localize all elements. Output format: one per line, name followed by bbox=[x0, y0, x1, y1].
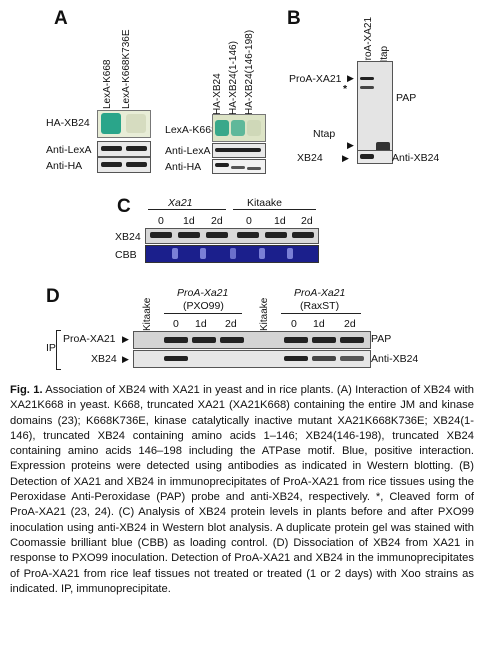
group-line bbox=[164, 313, 242, 314]
time-label: 1d bbox=[195, 318, 207, 330]
row-label-anti-lexa-right: Anti-LexA bbox=[165, 145, 211, 157]
col-label-kitaake-d2: Kitaake bbox=[259, 297, 270, 331]
group-line bbox=[148, 209, 226, 210]
yeast-spot-blue bbox=[101, 113, 121, 134]
probe-label-anti-xb24-d: Anti-XB24 bbox=[371, 353, 419, 365]
time-label: 0 bbox=[173, 318, 179, 330]
row-label-anti-ha-right: Anti-HA bbox=[165, 161, 202, 173]
blot-pap-d bbox=[133, 331, 371, 349]
arrow-icon: ▶ bbox=[122, 334, 129, 344]
time-label: 2d bbox=[211, 215, 223, 227]
row-label-anti-ha-left: Anti-HA bbox=[46, 160, 83, 172]
yeast-spot-white bbox=[126, 114, 146, 133]
time-label: 0 bbox=[246, 215, 252, 227]
panel-a-label: A bbox=[54, 8, 68, 29]
time-label: 1d bbox=[313, 318, 325, 330]
ip-bracket bbox=[56, 330, 61, 370]
row-label-proa-xa21-d: ProA-XA21 bbox=[63, 333, 116, 345]
probe-label-anti-xb24-b: Anti-XB24 bbox=[392, 152, 440, 164]
arrow-icon: ▶ bbox=[347, 140, 354, 150]
group-title-proa-xa21-raxst: ProA-Xa21 bbox=[294, 287, 346, 299]
blot-anti-xb24-d bbox=[133, 350, 371, 368]
panel-d-label: D bbox=[46, 286, 60, 307]
col-label-ha-xb24-146-198: HA-XB24(146-198) bbox=[244, 29, 255, 115]
time-label: 0 bbox=[158, 215, 164, 227]
ip-label: IP bbox=[46, 342, 56, 354]
group-label-xa21: Xa21 bbox=[168, 197, 193, 209]
blot-anti-xb24-b bbox=[357, 150, 393, 164]
arrow-icon: ▶ bbox=[347, 73, 354, 83]
group-line bbox=[281, 313, 361, 314]
blot-xb24-c bbox=[145, 228, 319, 244]
yeast-plate-left bbox=[97, 110, 151, 138]
arrow-icon: ▶ bbox=[342, 153, 349, 163]
group-title-proa-xa21-pxo99: ProA-Xa21 bbox=[177, 287, 229, 299]
row-label-xb24-d: XB24 bbox=[91, 353, 117, 365]
col-label-ha-xb24-1-146: HA-XB24(1-146) bbox=[228, 41, 239, 115]
figure-caption: Fig. 1. Association of XB24 with XA21 in… bbox=[10, 383, 474, 597]
col-label-ha-xb24: HA-XB24 bbox=[212, 73, 223, 115]
time-label: 1d bbox=[274, 215, 286, 227]
caption-title: Fig. 1. bbox=[10, 384, 43, 396]
panel-b-label: B bbox=[287, 8, 301, 29]
col-label-lexa-k668-k736e: LexA-K668K736E bbox=[121, 29, 132, 109]
row-label-ha-xb24: HA-XB24 bbox=[46, 117, 90, 129]
row-label-xb24-c: XB24 bbox=[115, 231, 141, 243]
col-label-lexa-k668: LexA-K668 bbox=[102, 59, 113, 109]
time-label: 1d bbox=[183, 215, 195, 227]
time-label: 2d bbox=[344, 318, 356, 330]
blot-anti-lexa-left bbox=[97, 141, 151, 157]
blot-anti-ha-right bbox=[212, 159, 266, 174]
panel-c-label: C bbox=[117, 196, 131, 217]
blot-pap bbox=[357, 61, 393, 161]
row-label-xb24-b: XB24 bbox=[297, 152, 323, 164]
caption-text: Association of XB24 with XA21 in yeast a… bbox=[10, 384, 474, 595]
row-label-cbb: CBB bbox=[115, 249, 137, 261]
row-label-proa-xa21-b: ProA-XA21 bbox=[289, 73, 342, 85]
group-sub-raxst: (RaxST) bbox=[300, 300, 340, 312]
cleaved-form-marker: * bbox=[343, 83, 348, 95]
arrow-icon: ▶ bbox=[122, 354, 129, 364]
col-label-proa-xa21: ProA-XA21 bbox=[363, 16, 374, 67]
blot-anti-ha-left bbox=[97, 157, 151, 173]
yeast-spot-blue bbox=[231, 120, 245, 136]
yeast-plate-right bbox=[212, 114, 266, 142]
time-label: 2d bbox=[301, 215, 313, 227]
group-label-kitaake-c: Kitaake bbox=[247, 197, 283, 209]
probe-label-pap-d: PAP bbox=[371, 333, 392, 345]
blot-anti-lexa-right bbox=[212, 143, 266, 158]
group-line bbox=[233, 209, 316, 210]
row-label-lexa-k668: LexA-K668 bbox=[165, 124, 217, 136]
probe-label-pap-b: PAP bbox=[396, 92, 417, 104]
col-label-kitaake-d1: Kitaake bbox=[142, 297, 153, 331]
time-label: 0 bbox=[291, 318, 297, 330]
row-label-anti-lexa-left: Anti-LexA bbox=[46, 144, 92, 156]
group-sub-pxo99: (PXO99) bbox=[183, 300, 224, 312]
yeast-spot-white bbox=[247, 120, 261, 136]
row-label-ntap: Ntap bbox=[313, 128, 336, 140]
gel-cbb bbox=[145, 245, 319, 263]
yeast-spot-blue bbox=[215, 120, 229, 136]
time-label: 2d bbox=[225, 318, 237, 330]
